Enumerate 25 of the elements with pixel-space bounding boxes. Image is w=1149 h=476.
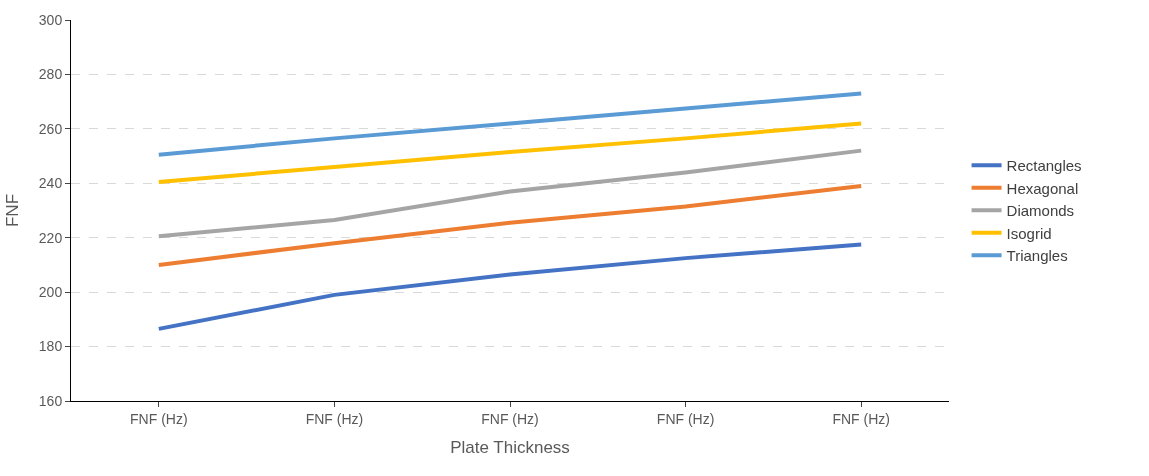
- legend-label: Rectangles: [1006, 157, 1082, 175]
- x-tick-label: FNF (Hz): [656, 410, 715, 427]
- y-tick-label: 280: [38, 66, 63, 83]
- y-tick-label: 160: [38, 392, 63, 409]
- y-tick-label: 300: [38, 11, 63, 28]
- y-tick-label: 220: [38, 229, 63, 246]
- legend-label: Diamonds: [1006, 202, 1075, 220]
- y-tick-label: 260: [38, 120, 63, 137]
- x-tick-label: FNF (Hz): [130, 410, 188, 427]
- y-tick-label: 200: [38, 284, 63, 301]
- line-series: [156, 242, 864, 331]
- x-axis-title: Plate Thickness: [450, 438, 570, 458]
- legend-label: Isogrid: [1006, 224, 1052, 242]
- line-series: [156, 121, 864, 184]
- x-tick-label: FNF (Hz): [481, 410, 539, 427]
- x-tick-label: FNF (Hz): [305, 410, 364, 427]
- y-axis-title: FNF: [3, 193, 23, 228]
- legend-label: Triangles: [1006, 247, 1068, 265]
- y-tick-label: 240: [38, 175, 63, 192]
- line-series: [156, 184, 864, 267]
- x-tick-label: FNF (Hz): [832, 410, 890, 427]
- legend-label: Hexagonal: [1006, 179, 1079, 197]
- y-tick-label: 180: [38, 338, 63, 355]
- line-series: [156, 148, 864, 239]
- line-series: [156, 91, 864, 157]
